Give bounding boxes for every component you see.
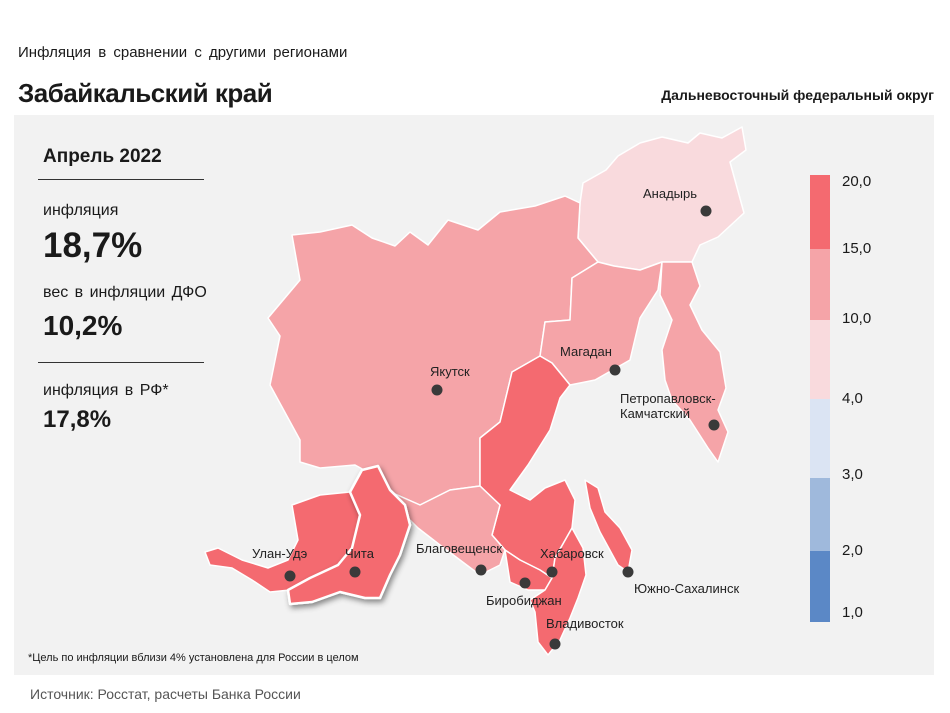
rf-inflation-value: 17,8%	[43, 406, 112, 433]
legend-bin-4-10	[810, 320, 830, 399]
footnote: *Цель по инфляции вблизи 4% установлена …	[28, 652, 359, 664]
city-label-birobidzhan: Биробиджан	[486, 593, 562, 608]
chita-marker	[349, 566, 361, 578]
legend-bin-10-15	[810, 249, 830, 320]
legend-bin-1-2	[810, 551, 830, 622]
city-label-petropavlovsk-2: Камчатский	[620, 406, 690, 421]
region-sakhalin	[584, 479, 633, 573]
inflation-value: 18,7%	[43, 226, 143, 265]
legend-tick-label: 4,0	[842, 390, 863, 407]
city-label-khabarovsk: Хабаровск	[540, 546, 604, 561]
weight-label: вес в инфляции ДФО	[43, 284, 207, 301]
legend-bin-3-4	[810, 399, 830, 478]
period-label: Апрель 2022	[43, 146, 162, 167]
yakutsk-marker	[431, 384, 443, 396]
birobidzhan-marker	[519, 577, 531, 589]
legend-bin-2-3	[810, 478, 830, 551]
page-title: Забайкальский край	[18, 78, 273, 108]
region-amur	[394, 485, 506, 576]
city-label-blagoveshchensk: Благовещенск	[416, 541, 502, 556]
region-zabaykalsky	[286, 464, 412, 606]
legend-bin-15-20	[810, 175, 830, 249]
region-kamchatka	[659, 261, 729, 463]
region-primorye	[529, 527, 587, 656]
legend-tick-label: 3,0	[842, 466, 863, 483]
city-label-yuzhno-sakhalinsk: Южно-Сахалинск	[634, 581, 739, 596]
magadan-marker	[609, 364, 621, 376]
weight-value: 10,2%	[43, 310, 123, 341]
divider	[38, 362, 204, 363]
vladivostok-marker	[549, 638, 561, 650]
divider	[38, 179, 204, 180]
legend-tick-label: 15,0	[842, 240, 872, 257]
region-magadan	[539, 261, 663, 386]
petropavlovsk-marker	[708, 419, 720, 431]
rf-inflation-label: инфляция в РФ*	[43, 382, 169, 399]
yuzhno-sakhalinsk-marker	[622, 566, 634, 578]
chart-subtitle: Инфляция в сравнении с другими регионами	[18, 44, 348, 61]
inflation-label: инфляция	[43, 202, 119, 219]
blagoveshchensk-marker	[475, 564, 487, 576]
city-label-yakutsk: Якутск	[430, 364, 470, 379]
city-label-chita: Чита	[345, 546, 375, 561]
legend-tick-label: 1,0	[842, 604, 863, 621]
legend-tick-label: 20,0	[842, 173, 872, 190]
anadyr-marker	[700, 205, 712, 217]
ulan-ude-marker	[284, 570, 296, 582]
khabarovsk-marker	[546, 566, 558, 578]
legend-color-bar	[810, 175, 830, 622]
legend-tick-label: 2,0	[842, 542, 863, 559]
city-label-ulan-ude: Улан-Удэ	[252, 546, 308, 561]
city-label-magadan: Магадан	[560, 344, 612, 359]
city-label-vladivostok: Владивосток	[546, 616, 624, 631]
city-label-anadyr: Анадырь	[643, 186, 697, 201]
city-label-petropavlovsk-1: Петропавловск-	[620, 391, 716, 406]
source-note: Источник: Росстат, расчеты Банка России	[30, 686, 301, 702]
district-title: Дальневосточный федеральный округ	[661, 87, 934, 103]
legend-tick-label: 10,0	[842, 310, 872, 327]
